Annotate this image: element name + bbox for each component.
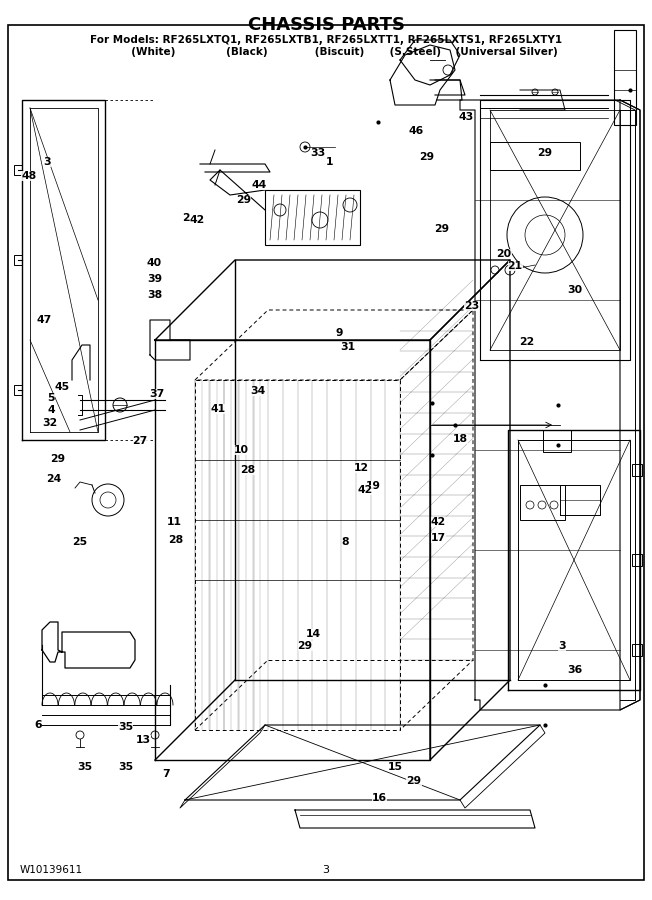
Text: 10: 10 [233, 445, 249, 455]
Text: 7: 7 [162, 769, 170, 779]
Text: 3: 3 [558, 641, 566, 652]
Text: 29: 29 [297, 641, 313, 652]
Text: 32: 32 [42, 418, 57, 428]
Text: 29: 29 [419, 151, 435, 162]
Text: 38: 38 [147, 290, 162, 301]
Text: For Models: RF265LXTQ1, RF265LXTB1, RF265LXTT1, RF265LXTS1, RF265LXTY1: For Models: RF265LXTQ1, RF265LXTB1, RF26… [90, 35, 562, 45]
Bar [632, 554, 642, 566]
Text: 3: 3 [43, 157, 51, 167]
Text: 21: 21 [507, 261, 523, 272]
Text: CHASSIS PARTS: CHASSIS PARTS [248, 16, 404, 34]
Text: 27: 27 [132, 436, 148, 446]
Bar [14, 165, 22, 175]
Text: 12: 12 [354, 463, 370, 473]
Text: 42: 42 [357, 484, 373, 495]
Bar [614, 30, 636, 125]
Text: 46: 46 [408, 126, 424, 137]
Text: 20: 20 [496, 248, 512, 259]
Text: 29: 29 [235, 194, 251, 205]
Text: 42: 42 [430, 517, 446, 527]
Bar [490, 142, 580, 170]
Bar [632, 464, 642, 476]
Text: 35: 35 [118, 761, 134, 772]
Text: 33: 33 [310, 148, 326, 158]
Text: (White)              (Black)             (Biscuit)       (S.Steel)    (Universal: (White) (Black) (Biscuit) (S.Steel) (Uni… [95, 47, 557, 57]
Bar [14, 385, 22, 395]
Text: 34: 34 [250, 385, 265, 396]
Text: 44: 44 [251, 179, 267, 190]
Text: 4: 4 [47, 405, 55, 416]
Text: 36: 36 [567, 664, 583, 675]
Text: 39: 39 [147, 274, 162, 284]
Text: 28: 28 [240, 464, 256, 475]
Text: W10139611: W10139611 [20, 865, 83, 875]
Text: 15: 15 [388, 761, 404, 772]
Text: 24: 24 [46, 473, 61, 484]
Text: 37: 37 [149, 389, 164, 400]
Text: 29: 29 [434, 223, 450, 234]
Text: 43: 43 [458, 112, 474, 122]
Text: 47: 47 [37, 315, 52, 326]
Text: 5: 5 [47, 392, 55, 403]
Text: 40: 40 [147, 257, 162, 268]
Text: 16: 16 [372, 793, 387, 804]
Text: 19: 19 [366, 481, 381, 491]
Text: 2: 2 [182, 212, 190, 223]
Text: 35: 35 [118, 722, 134, 733]
Text: 35: 35 [77, 761, 93, 772]
Text: 1: 1 [325, 157, 333, 167]
Bar [543, 430, 571, 452]
Text: 42: 42 [190, 214, 205, 225]
Text: 45: 45 [54, 382, 70, 392]
Text: 13: 13 [136, 734, 151, 745]
Text: 9: 9 [335, 328, 343, 338]
Text: 30: 30 [567, 284, 583, 295]
Text: 17: 17 [430, 533, 446, 544]
Text: 25: 25 [72, 536, 87, 547]
Text: 18: 18 [452, 434, 468, 445]
Text: 41: 41 [211, 403, 226, 414]
Text: 29: 29 [50, 454, 65, 464]
Bar [520, 485, 565, 520]
Text: 29: 29 [537, 148, 552, 158]
Text: 29: 29 [406, 776, 422, 787]
Bar [632, 644, 642, 656]
Text: 3: 3 [323, 865, 329, 875]
Text: 8: 8 [342, 536, 349, 547]
Text: 6: 6 [34, 719, 42, 730]
Text: 31: 31 [340, 342, 356, 353]
Text: 23: 23 [464, 301, 479, 311]
Text: 14: 14 [305, 628, 321, 639]
Text: 28: 28 [168, 535, 184, 545]
Text: 48: 48 [21, 171, 37, 182]
Text: 11: 11 [167, 517, 183, 527]
Text: 22: 22 [519, 337, 535, 347]
Bar [14, 255, 22, 265]
Bar [265, 190, 360, 245]
